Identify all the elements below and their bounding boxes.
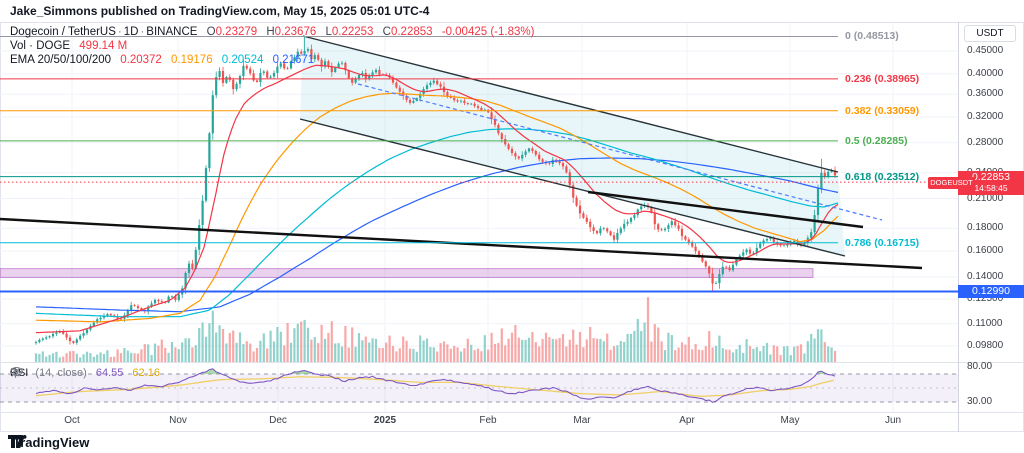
channel-lower-line[interactable] — [299, 118, 846, 257]
fib-label-0.618: 0.618 (0.23512) — [845, 171, 920, 183]
rsi-tick: 30.00 — [967, 396, 993, 407]
ema100-value: 0.20524 — [221, 54, 264, 66]
fib-label-0.236: 0.236 (0.38965) — [845, 73, 920, 85]
volume-label: Vol · DOGE — [10, 40, 71, 52]
fib-label-0.5: 0.5 (0.28285) — [845, 135, 908, 147]
price-tick: 0.32000 — [967, 111, 1004, 122]
time-axis[interactable]: Oct Nov Dec 2025 Feb Mar Apr May Jun — [0, 412, 958, 432]
close-label: C0.22853 — [382, 26, 433, 38]
price-tick: 0.14000 — [967, 271, 1004, 282]
price-tick: 0.09800 — [967, 340, 1004, 351]
time-tick-Dec: Dec — [269, 415, 287, 426]
ema100-line — [35, 128, 839, 318]
price-tick: 0.36000 — [967, 88, 1004, 99]
ema200-line — [35, 157, 839, 313]
price-axis[interactable]: USDT 0.22853 14:58:45 0.12990 0.45000 0.4… — [958, 22, 1024, 432]
rsi-value: 64.55 — [95, 367, 124, 379]
rsi-pane[interactable] — [0, 368, 958, 403]
brand-name[interactable]: TradingView — [13, 435, 90, 450]
change-value: -0.00425 (-1.83%) — [441, 26, 535, 38]
time-tick-Feb: Feb — [479, 415, 497, 426]
price-tick: 0.11000 — [967, 318, 1003, 329]
symbol-name: Dogecoin / TetherUS — [10, 26, 116, 38]
trendline-short-resistance[interactable] — [587, 190, 864, 229]
open-label: O0.23279 — [206, 26, 258, 38]
time-tick-Nov: Nov — [169, 415, 187, 426]
interval-label: 1D — [123, 26, 139, 38]
price-tick: 0.21000 — [967, 193, 1004, 204]
last-price-time: 14:58:45 — [974, 183, 1008, 193]
rsi-line — [35, 368, 836, 403]
time-tick-May: May — [780, 415, 800, 426]
time-tick-Oct: Oct — [64, 415, 80, 426]
rsi-tick: 80.00 — [967, 361, 993, 372]
fib-label-0.382: 0.382 (0.33059) — [845, 105, 920, 117]
chart-legend: Dogecoin / TetherUS · 1D · BINANCE O0.23279 … — [10, 25, 534, 67]
volume-legend-row: Vol · DOGE 499.14 M — [10, 39, 534, 53]
close-value: 0.22853 — [390, 26, 433, 38]
price-tick: 0.40000 — [967, 68, 1004, 79]
fib-label-0: 0 (0.48513) — [845, 30, 899, 42]
main-pane[interactable] — [0, 35, 923, 362]
rsi-params: (14, close) — [35, 367, 87, 379]
rsi-legend-row: RSI (14, close) 64.55 62.16 — [10, 367, 174, 379]
channel-midline-dashed[interactable] — [357, 83, 883, 221]
support-level-badge: 0.12990 — [958, 285, 1024, 298]
price-tick: 0.28000 — [967, 137, 1004, 148]
price-tick: 0.45000 — [967, 45, 1004, 56]
time-tick-Apr: Apr — [679, 415, 695, 426]
ema20-value: 0.20372 — [120, 54, 162, 66]
ema50-line — [35, 92, 839, 323]
volume-series — [34, 297, 837, 362]
ema20-line — [35, 64, 839, 334]
price-axis-unit: USDT — [964, 25, 1016, 42]
high-value: 0.23676 — [274, 26, 317, 38]
low-label: L0.22253 — [325, 26, 374, 38]
rsi-ma-line — [35, 376, 835, 397]
time-tick-2025: 2025 — [373, 415, 397, 426]
symbol-price-badge: DOGEUSDT — [928, 177, 975, 189]
published-title: Jake_Simmons published on TradingView.co… — [10, 4, 430, 18]
last-price-value: 0.22853 — [972, 171, 1010, 183]
open-value: 0.23279 — [215, 26, 258, 38]
descending-channel-fill — [300, 36, 845, 256]
time-tick-Mar: Mar — [573, 415, 591, 426]
time-tick-Jun: Jun — [884, 415, 902, 426]
symbol-legend-row: Dogecoin / TetherUS · 1D · BINANCE O0.23279 … — [10, 26, 535, 38]
ema50-value: 0.19176 — [171, 54, 213, 66]
rsi-ma-value: 62.16 — [132, 367, 160, 379]
price-tick: 0.12500 — [967, 293, 1004, 304]
volume-value: 499.14 M — [79, 40, 128, 52]
high-label: H0.23676 — [266, 26, 317, 38]
trendline-long-support[interactable] — [0, 217, 923, 270]
fib-label-0.786: 0.786 (0.16715) — [845, 237, 920, 249]
low-value: 0.22253 — [331, 26, 374, 38]
ema-legend-row: EMA 20/50/100/200 0.20372 0.19176 0.2052… — [10, 53, 534, 67]
price-tick: 0.18000 — [967, 222, 1004, 233]
demand-zone-rectangle[interactable] — [0, 268, 814, 279]
ema-label: EMA 20/50/100/200 — [10, 54, 112, 66]
footer: TradingView — [8, 435, 89, 450]
ema200-value: 0.21671 — [272, 54, 315, 66]
channel-upper-line[interactable] — [302, 35, 839, 173]
exchange-label: BINANCE — [146, 26, 198, 38]
price-tick: 0.16000 — [967, 245, 1004, 256]
